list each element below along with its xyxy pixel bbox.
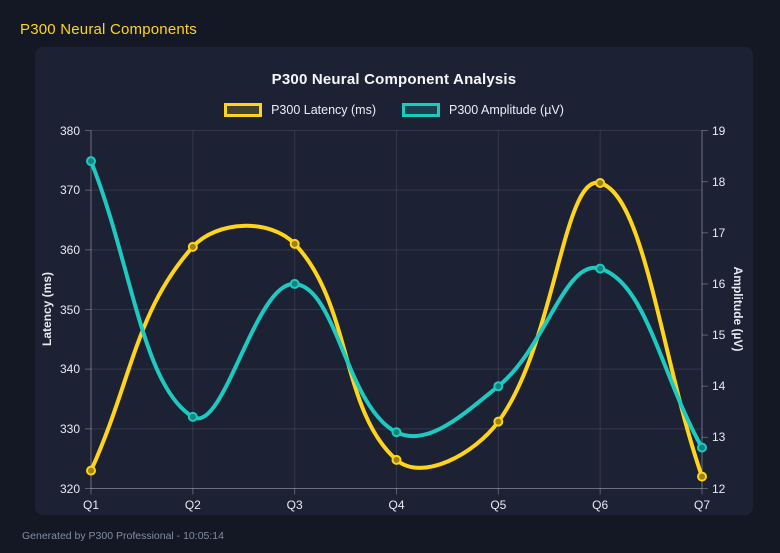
x-axis-tick: Q1 bbox=[82, 498, 99, 512]
x-axis-tick: Q6 bbox=[592, 498, 609, 512]
data-point-1[interactable] bbox=[493, 381, 504, 392]
data-point-1[interactable] bbox=[697, 442, 707, 453]
chart-legend: P300 Latency (ms) P300 Amplitude (µV) bbox=[35, 100, 753, 120]
chart-title: P300 Neural Component Analysis bbox=[271, 71, 517, 88]
footer-status-text: Generated by P300 Professional - 10:05:1… bbox=[22, 530, 224, 542]
left-axis-tick: 340 bbox=[59, 362, 80, 377]
data-point-0[interactable] bbox=[493, 416, 504, 427]
x-axis-tick: Q4 bbox=[388, 498, 405, 512]
left-axis-tick: 330 bbox=[59, 421, 80, 436]
page-title: P300 Neural Components bbox=[20, 21, 198, 38]
left-axis-tick: 320 bbox=[59, 481, 80, 496]
legend-item-amplitude[interactable]: P300 Amplitude (µV) bbox=[402, 103, 564, 117]
right-axis-tick: 12 bbox=[712, 481, 726, 496]
legend-label-latency: P300 Latency (ms) bbox=[271, 103, 376, 117]
right-axis-tick: 15 bbox=[712, 328, 726, 343]
data-point-1[interactable] bbox=[289, 278, 300, 289]
right-axis-tick: 14 bbox=[712, 379, 726, 394]
right-axis-tick: 13 bbox=[712, 430, 726, 445]
legend-label-amplitude: P300 Amplitude (µV) bbox=[449, 103, 564, 117]
left-axis-tick: 350 bbox=[59, 302, 80, 317]
data-point-1[interactable] bbox=[86, 156, 96, 167]
chart-panel bbox=[35, 47, 753, 515]
x-axis-tick: Q3 bbox=[286, 498, 303, 512]
x-axis-tick: Q2 bbox=[184, 498, 201, 512]
data-point-0[interactable] bbox=[289, 238, 300, 249]
left-axis-tick: 370 bbox=[59, 183, 80, 198]
right-axis-tick: 16 bbox=[712, 276, 726, 291]
data-point-0[interactable] bbox=[86, 465, 96, 476]
left-axis-tick: 360 bbox=[59, 242, 80, 257]
x-axis-tick: Q7 bbox=[693, 498, 710, 512]
data-point-1[interactable] bbox=[391, 427, 402, 438]
left-axis-tick: 380 bbox=[59, 123, 80, 138]
data-point-0[interactable] bbox=[391, 454, 402, 465]
data-point-1[interactable] bbox=[187, 411, 198, 422]
latency-legend-swatch bbox=[224, 103, 263, 117]
amplitude-legend-swatch bbox=[402, 103, 440, 117]
x-axis-tick: Q5 bbox=[490, 498, 507, 512]
legend-item-latency[interactable]: P300 Latency (ms) bbox=[224, 103, 376, 117]
data-point-1[interactable] bbox=[595, 263, 606, 274]
right-axis-tick: 17 bbox=[712, 225, 726, 240]
right-axis-tick: 19 bbox=[712, 123, 726, 138]
data-point-0[interactable] bbox=[187, 241, 198, 252]
data-point-0[interactable] bbox=[697, 471, 707, 482]
right-axis-tick: 18 bbox=[712, 174, 726, 189]
data-point-0[interactable] bbox=[595, 178, 606, 189]
